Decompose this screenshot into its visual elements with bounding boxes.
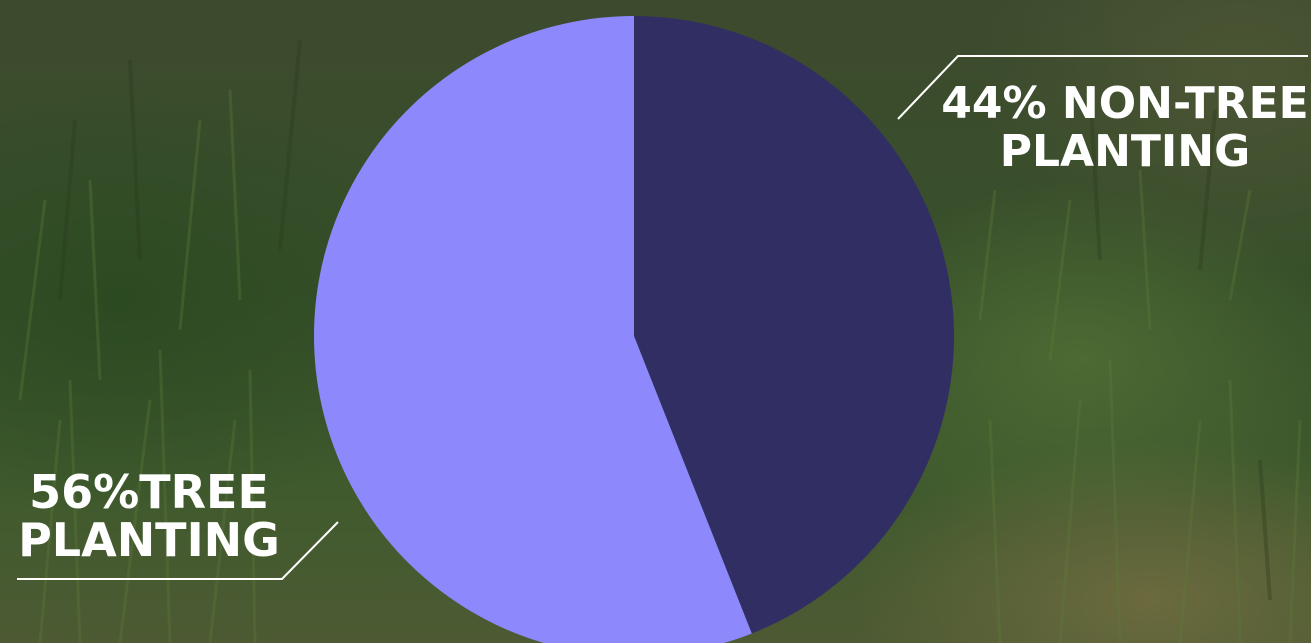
label-tree-line2: PLANTING (18, 513, 280, 567)
label-non-tree-planting: 44% NON-TREE PLANTING (940, 80, 1310, 176)
label-non-tree-line1: 44% NON-TREE (941, 78, 1309, 129)
label-non-tree-line2: PLANTING (999, 126, 1251, 177)
label-tree-planting: 56%TREE PLANTING (18, 468, 280, 564)
pie-slice-non-tree-planting (634, 16, 955, 634)
leader-line-tree (17, 521, 339, 580)
label-tree-line1: 56%TREE (29, 465, 269, 519)
leader-line-nontree (897, 55, 1308, 120)
pie-slice-tree-planting (314, 16, 752, 643)
